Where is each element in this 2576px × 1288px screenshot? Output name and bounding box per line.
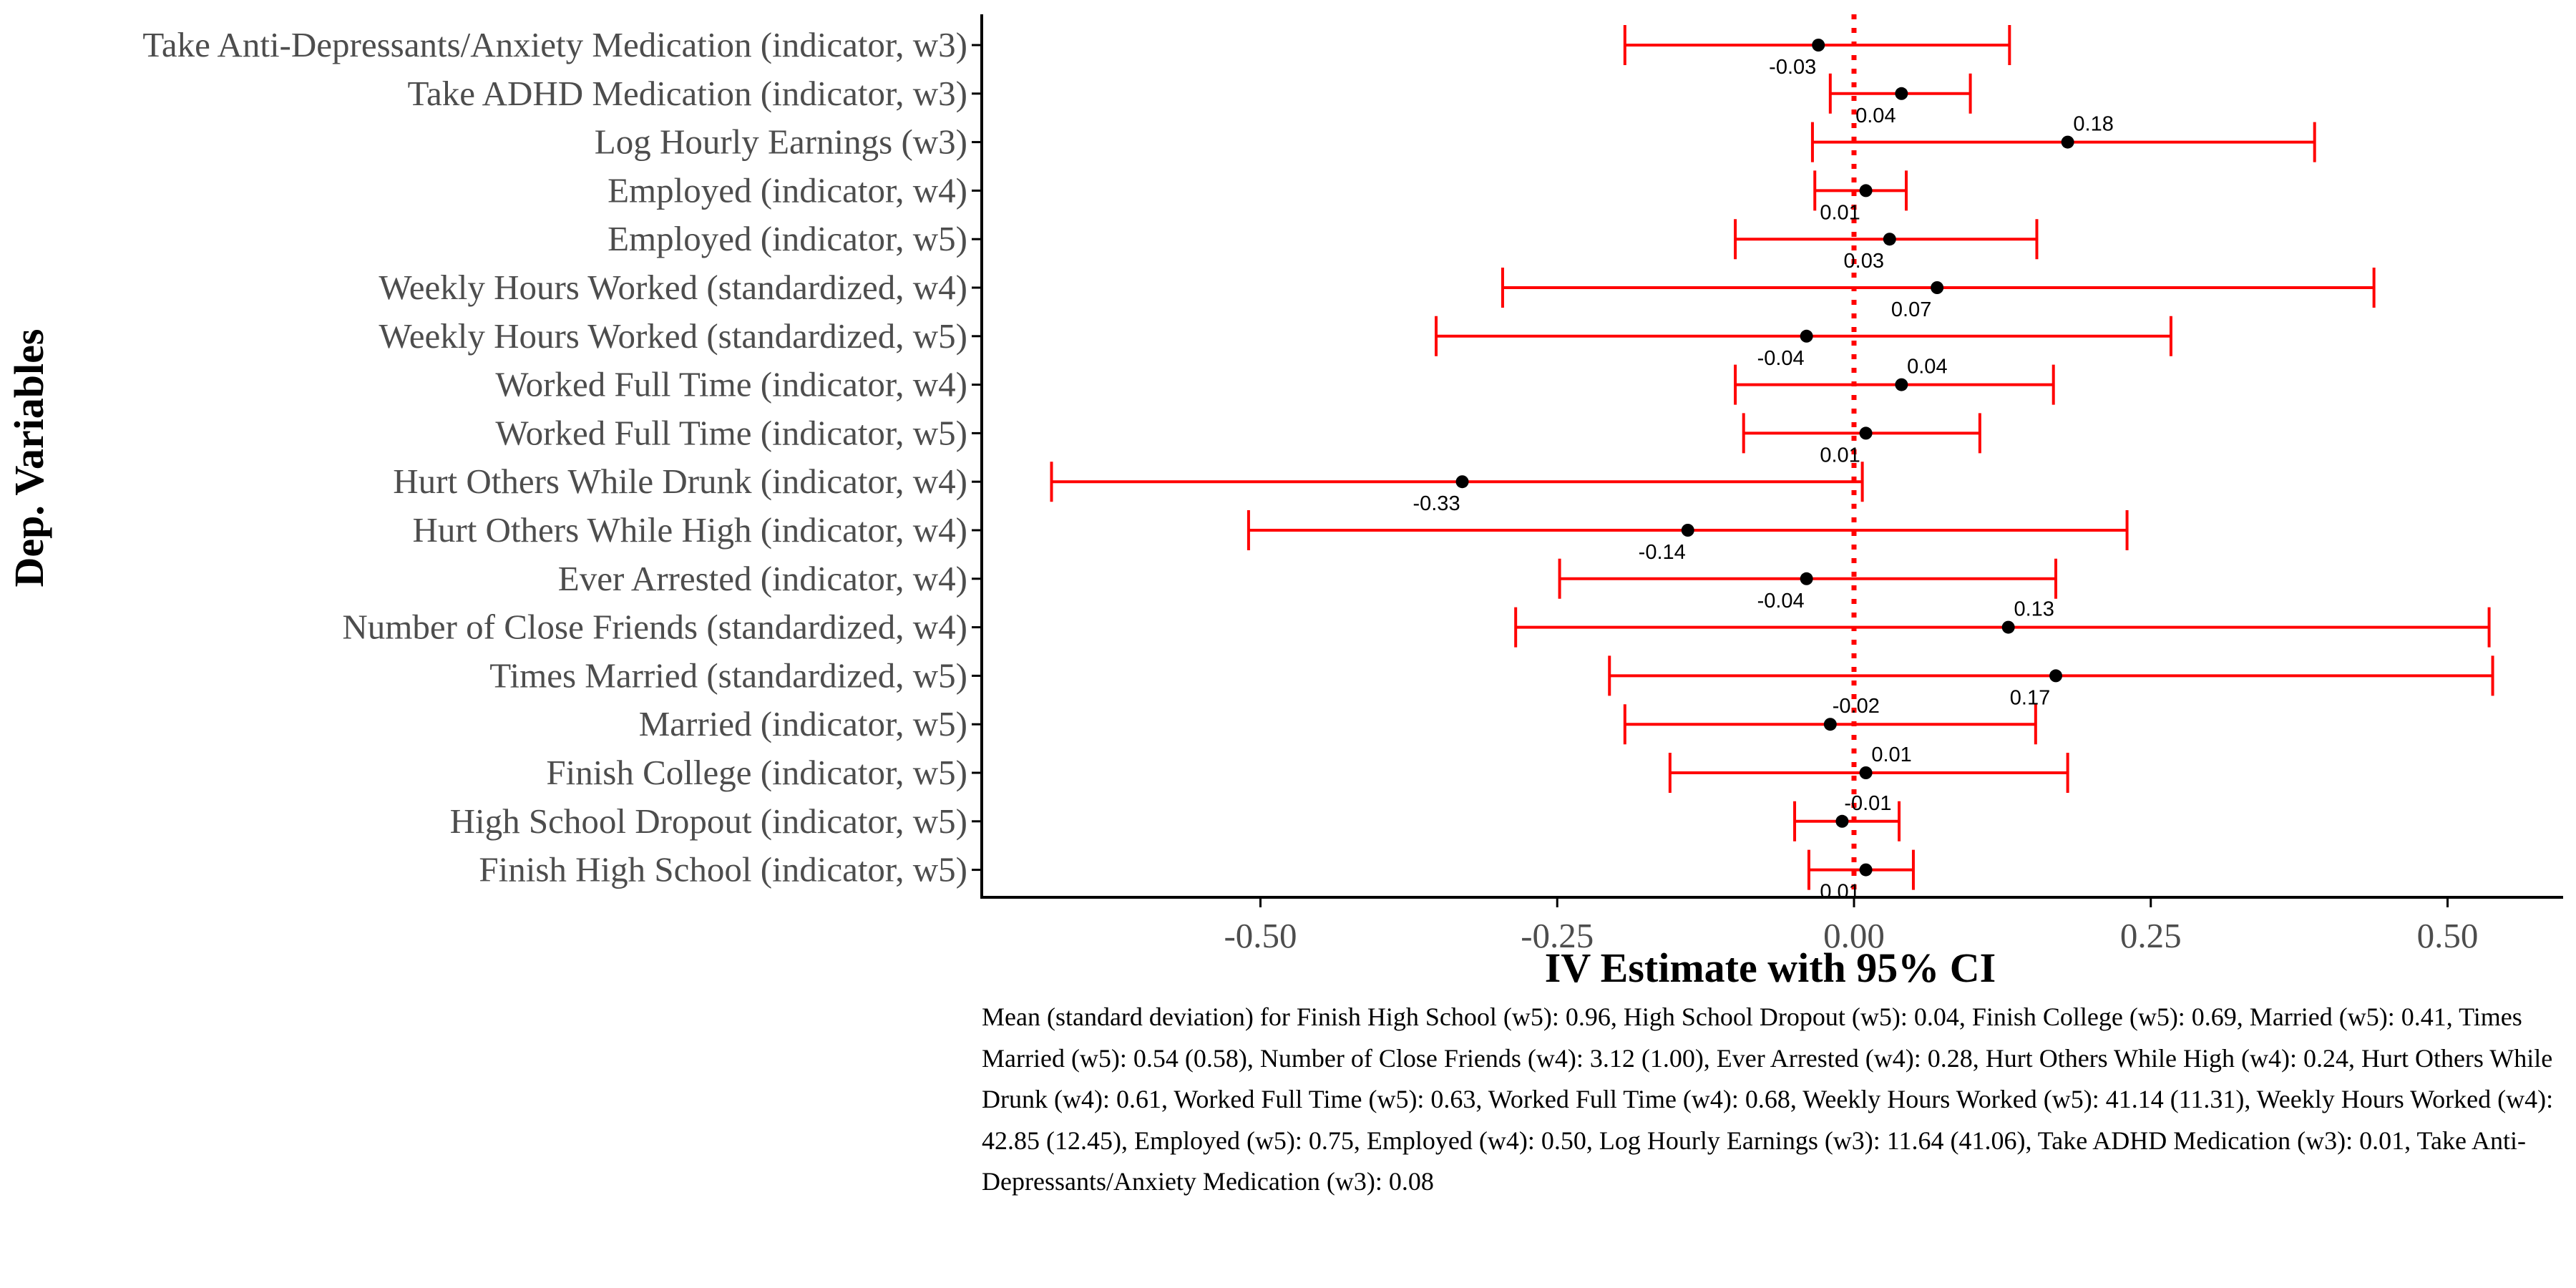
category-label: Weekly Hours Worked (standardized, w4) [379,268,967,307]
category-label: High School Dropout (indicator, w5) [450,801,967,841]
point-estimate [1859,863,1873,877]
point-estimate [1800,329,1813,343]
category-label: Worked Full Time (indicator, w5) [495,413,967,452]
footnote: Mean (standard deviation) for Finish Hig… [982,1002,2554,1196]
x-tick-label: -0.25 [1521,916,1594,955]
axes-layer: -0.50 -0.25 0.00 0.25 0.50 [972,14,2563,955]
point-estimate [2061,135,2074,149]
value-label: -0.14 [1639,541,1686,564]
category-label: Times Married (standardized, w5) [489,655,967,695]
category-label: Weekly Hours Worked (standardized, w5) [379,316,967,356]
category-label: Take ADHD Medication (indicator, w3) [408,74,967,113]
x-tick-label: -0.50 [1224,916,1297,955]
category-label: Finish High School (indicator, w5) [479,850,967,889]
category-label: Worked Full Time (indicator, w4) [495,365,967,404]
point-estimate [2049,669,2063,683]
value-label: 0.04 [1907,356,1947,379]
point-estimate [2001,620,2015,634]
value-label: -0.33 [1413,492,1460,515]
point-estimate [1895,378,1908,391]
ci-errorbar [1734,364,2055,405]
value-label: -0.04 [1757,347,1805,370]
point-estimate [1835,814,1849,828]
category-label: Number of Close Friends (standardized, w… [342,608,967,647]
point-estimate [1455,475,1469,489]
category-label: Hurt Others While High (indicator, w4) [412,510,967,550]
value-label: 0.07 [1891,298,1931,321]
category-label: Take Anti-Depressants/Anxiety Medication… [142,25,967,64]
value-label: 0.01 [1871,743,1911,766]
category-label: Finish College (indicator, w5) [546,753,967,792]
category-label: Log Hourly Earnings (w3) [595,122,967,162]
point-estimate [1812,39,1825,52]
point-estimate [1883,233,1896,246]
point-estimate [1681,524,1694,537]
category-label: Employed (indicator, w5) [608,219,967,258]
point-estimate [1895,87,1908,100]
x-tick-label: 0.25 [2120,916,2182,955]
value-label: -0.02 [1833,695,1880,718]
marks-layer [1050,25,2494,890]
category-label: Married (indicator, w5) [639,704,967,743]
labels-layer: Take Anti-Depressants/Anxiety Medication… [142,25,2113,904]
point-estimate [1859,184,1873,197]
category-label: Employed (indicator, w4) [608,170,967,210]
point-estimate [1859,766,1873,779]
x-axis-title: IV Estimate with 95% CI [1545,945,1996,991]
value-label: 0.04 [1855,104,1896,127]
value-label: 0.17 [2010,686,2050,709]
value-label: -0.03 [1769,56,1816,79]
value-label: 0.03 [1844,250,1884,273]
point-estimate [1800,572,1813,585]
value-label: 0.01 [1820,881,1860,904]
point-estimate [1823,718,1837,731]
point-estimate [1931,281,1944,294]
value-label: -0.01 [1844,792,1891,815]
value-label: 0.18 [2073,113,2113,136]
category-label: Ever Arrested (indicator, w4) [558,559,967,598]
value-label: 0.01 [1820,201,1860,224]
x-tick-label: 0.00 [1823,916,1885,955]
value-label: -0.04 [1757,590,1805,613]
x-tick-label: 0.50 [2417,916,2479,955]
value-label: 0.13 [2014,598,2054,621]
category-label: Hurt Others While Drunk (indicator, w4) [393,462,967,501]
y-axis-title: Dep. Variables [6,329,52,587]
point-estimate [1859,426,1873,440]
value-label: 0.01 [1820,444,1860,467]
